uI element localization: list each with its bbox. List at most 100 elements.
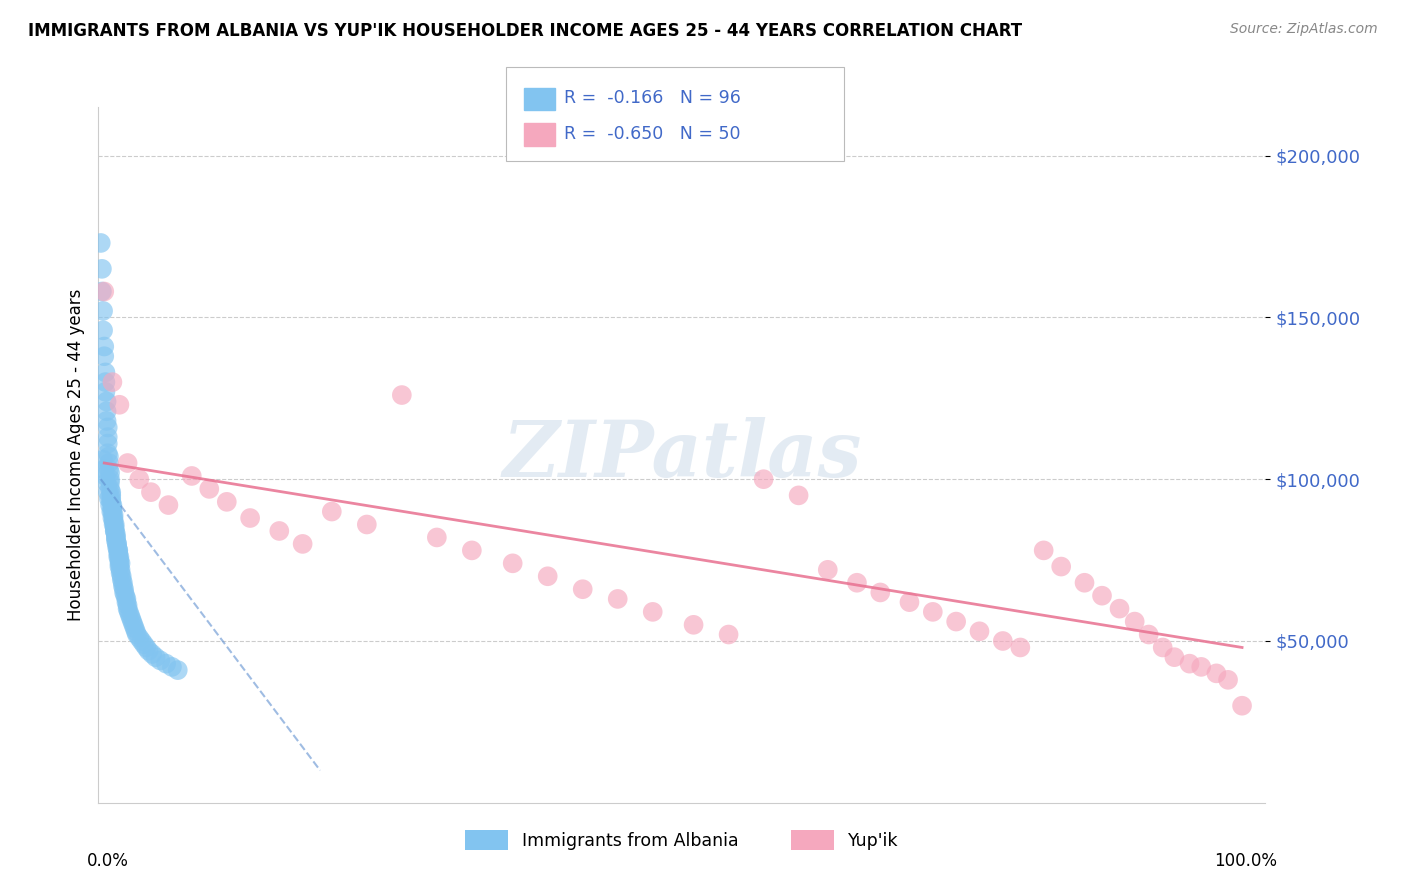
Point — [682, 617, 704, 632]
Point — [96, 475, 118, 490]
Point — [104, 524, 127, 538]
Point — [96, 414, 118, 428]
Point — [1073, 575, 1095, 590]
Point — [239, 511, 262, 525]
Point — [107, 549, 129, 564]
Point — [108, 553, 131, 567]
Point — [157, 498, 180, 512]
Point — [111, 573, 134, 587]
Point — [1205, 666, 1227, 681]
Point — [105, 537, 128, 551]
Point — [131, 634, 153, 648]
Point — [869, 585, 891, 599]
Point — [121, 615, 143, 629]
Point — [98, 475, 121, 490]
Point — [97, 491, 120, 506]
Point — [641, 605, 664, 619]
Text: IMMIGRANTS FROM ALBANIA VS YUP'IK HOUSEHOLDER INCOME AGES 25 - 44 YEARS CORRELAT: IMMIGRANTS FROM ALBANIA VS YUP'IK HOUSEH… — [28, 22, 1022, 40]
Point — [101, 501, 124, 516]
Point — [817, 563, 839, 577]
Legend: Immigrants from Albania, Yup'ik: Immigrants from Albania, Yup'ik — [458, 822, 905, 856]
Point — [103, 514, 125, 528]
Point — [991, 634, 1014, 648]
Point — [104, 521, 127, 535]
Point — [100, 491, 122, 506]
Point — [125, 627, 148, 641]
Point — [112, 582, 135, 597]
Point — [1108, 601, 1130, 615]
Point — [461, 543, 484, 558]
Point — [120, 611, 142, 625]
Point — [118, 605, 141, 619]
Point — [111, 579, 134, 593]
Point — [117, 599, 139, 613]
Point — [104, 533, 127, 548]
Point — [96, 394, 118, 409]
Text: R =  -0.166   N = 96: R = -0.166 N = 96 — [564, 89, 741, 107]
Point — [537, 569, 560, 583]
Point — [138, 643, 160, 657]
Point — [846, 575, 869, 590]
Point — [97, 450, 120, 464]
Text: Source: ZipAtlas.com: Source: ZipAtlas.com — [1230, 22, 1378, 37]
Point — [118, 608, 141, 623]
Point — [90, 235, 112, 250]
Point — [100, 485, 122, 500]
Point — [198, 482, 221, 496]
Point — [110, 566, 132, 580]
Point — [105, 537, 128, 551]
Point — [269, 524, 291, 538]
Point — [502, 557, 524, 571]
Text: 100.0%: 100.0% — [1213, 852, 1277, 870]
Point — [155, 657, 177, 671]
Point — [1216, 673, 1239, 687]
Point — [787, 488, 810, 502]
Point — [97, 456, 120, 470]
Point — [100, 488, 122, 502]
Point — [117, 601, 139, 615]
Point — [101, 504, 124, 518]
Point — [94, 365, 117, 379]
Point — [107, 547, 129, 561]
Point — [91, 323, 114, 337]
Point — [1152, 640, 1174, 655]
Point — [98, 466, 121, 480]
Point — [111, 569, 134, 583]
Text: 0.0%: 0.0% — [87, 852, 128, 870]
Point — [139, 485, 162, 500]
Point — [124, 621, 146, 635]
Point — [103, 517, 125, 532]
Point — [91, 304, 114, 318]
Point — [391, 388, 413, 402]
Point — [117, 456, 139, 470]
Point — [921, 605, 943, 619]
Point — [103, 511, 125, 525]
Point — [1178, 657, 1201, 671]
Point — [110, 563, 132, 577]
Point — [426, 531, 449, 545]
Point — [100, 495, 122, 509]
Point — [97, 430, 120, 444]
Point — [97, 446, 120, 460]
Point — [104, 524, 127, 538]
Point — [291, 537, 314, 551]
Point — [108, 557, 131, 571]
Point — [166, 663, 188, 677]
Point — [114, 589, 136, 603]
Text: ZIPatlas: ZIPatlas — [502, 417, 862, 493]
Point — [97, 485, 120, 500]
Point — [752, 472, 775, 486]
Point — [107, 543, 129, 558]
Text: R =  -0.650   N = 50: R = -0.650 N = 50 — [564, 125, 741, 143]
Point — [1050, 559, 1073, 574]
Point — [128, 472, 150, 486]
Point — [98, 482, 121, 496]
Point — [1137, 627, 1160, 641]
Point — [1032, 543, 1054, 558]
Point — [101, 498, 124, 512]
Point — [969, 624, 991, 639]
Point — [98, 498, 121, 512]
Point — [606, 591, 628, 606]
Point — [1189, 660, 1212, 674]
Point — [90, 285, 112, 299]
